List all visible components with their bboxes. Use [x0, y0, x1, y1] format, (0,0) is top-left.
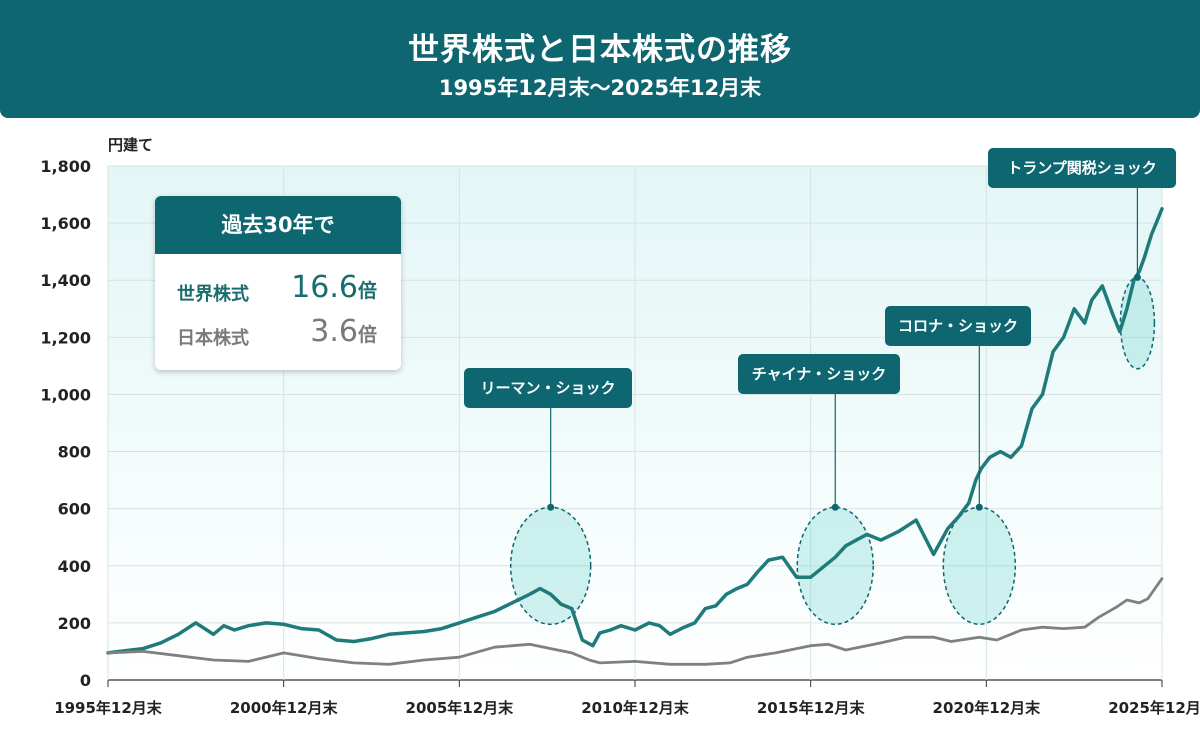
y-tick-label: 0: [80, 671, 91, 690]
japan-unit: 倍: [357, 324, 377, 346]
y-tick-label: 1,200: [40, 328, 91, 347]
x-tick-label: 2020年12月末: [933, 699, 1042, 717]
japan-value: 3.6: [310, 314, 358, 349]
callout-dot: [547, 503, 555, 511]
series-line-japan: [106, 577, 1164, 666]
y-tick-label: 600: [58, 500, 91, 519]
page-title: 世界株式と日本株式の推移: [408, 32, 792, 68]
summary-row-japan: 日本株式 3.6倍: [177, 314, 377, 354]
highlight-ellipse: [1119, 276, 1156, 370]
x-tick-label: 2000年12月末: [230, 699, 339, 717]
highlight-ellipse: [509, 506, 592, 626]
highlight-ellipse: [796, 506, 875, 626]
y-axis-label: 円建て: [108, 136, 153, 154]
x-tick-label: 2005年12月末: [406, 699, 515, 717]
x-tick-label: 2025年12月末: [1108, 699, 1200, 717]
callout-dot: [1133, 273, 1141, 281]
page-subtitle: 1995年12月末〜2025年12月末: [438, 76, 762, 100]
x-tick-label: 2010年12月末: [581, 699, 690, 717]
summary-row-world: 世界株式 16.6倍: [177, 270, 377, 310]
summary-card: 過去30年で: [155, 196, 401, 370]
callout-tariff: トランプ関税ショック: [988, 148, 1176, 188]
y-tick-label: 1,800: [40, 157, 91, 176]
y-tick-label: 1,000: [40, 385, 91, 404]
series-line-world: [106, 207, 1164, 655]
world-value: 16.6: [291, 270, 358, 305]
x-tick-label: 2015年12月末: [757, 699, 866, 717]
callout-china: チャイナ・ショック: [738, 354, 900, 394]
japan-label: 日本株式: [177, 328, 249, 349]
y-tick-label: 1,400: [40, 271, 91, 290]
y-tick-label: 1,600: [40, 214, 91, 233]
callout-corona: コロナ・ショック: [885, 306, 1031, 346]
japan-multiple: 3.6倍: [310, 314, 377, 349]
highlight-ellipse: [942, 506, 1017, 626]
x-tick-label: 1995年12月末: [54, 699, 163, 717]
callout-dot: [831, 503, 839, 511]
world-label: 世界株式: [177, 284, 249, 305]
summary-heading: 過去30年で: [155, 196, 401, 254]
y-tick-label: 800: [58, 443, 91, 462]
y-tick-label: 400: [58, 557, 91, 576]
callout-dot: [975, 503, 983, 511]
world-unit: 倍: [357, 280, 377, 302]
header-banner: 世界株式と日本株式の推移 1995年12月末〜2025年12月末: [0, 0, 1200, 118]
callout-lehman: リーマン・ショック: [464, 368, 632, 408]
y-tick-label: 200: [58, 614, 91, 633]
world-multiple: 16.6倍: [291, 270, 377, 305]
